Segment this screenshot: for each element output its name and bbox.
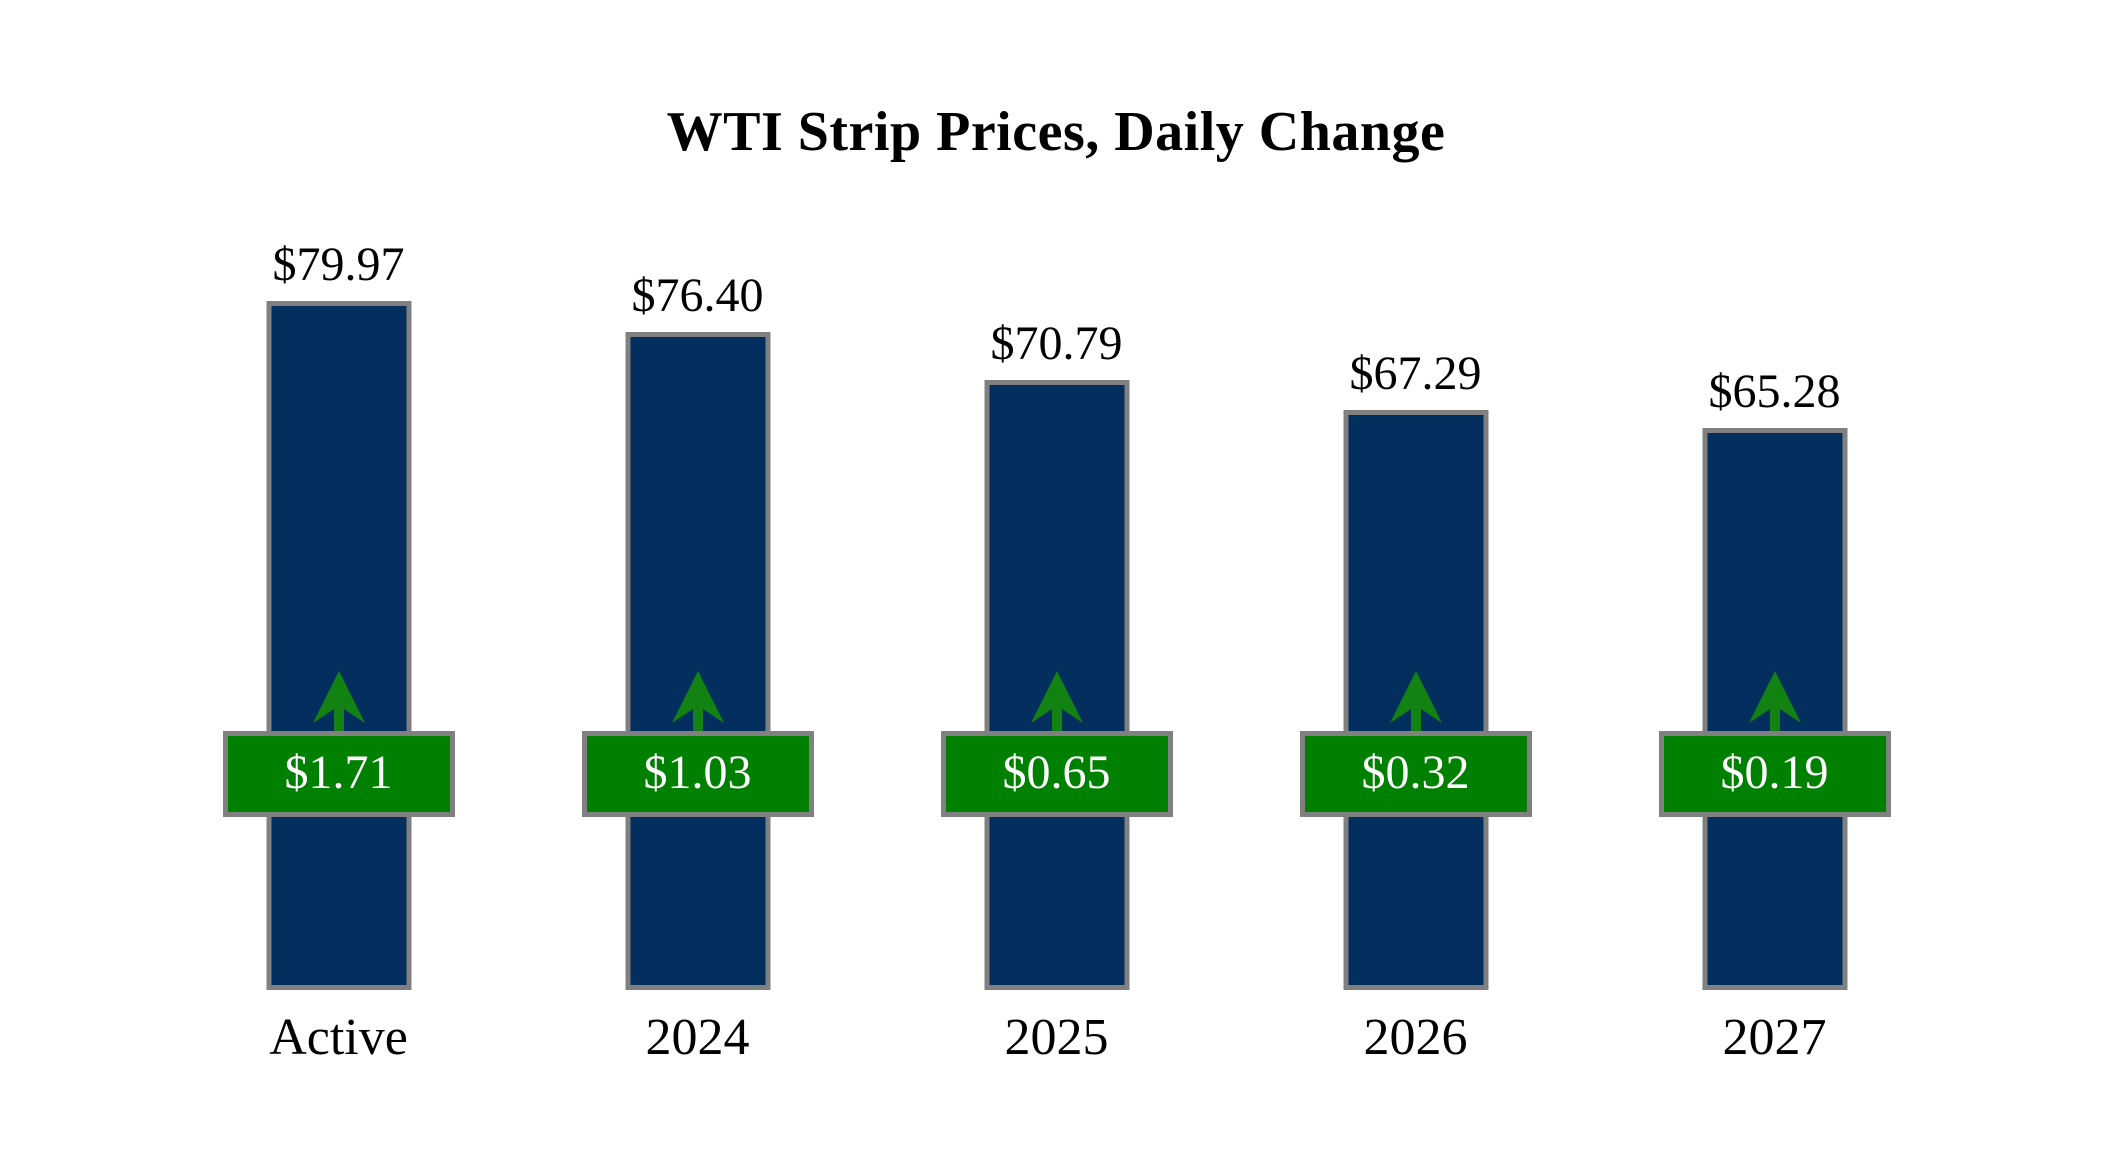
daily-change-badge: $1.03	[581, 731, 814, 817]
price-label: $65.28	[1708, 365, 1841, 418]
price-label: $67.29	[1349, 347, 1482, 400]
bar	[625, 332, 770, 990]
bar	[266, 301, 411, 990]
chart-column-2025: $70.79 $0.65 2025	[877, 0, 1236, 1152]
up-arrow-icon	[1028, 671, 1086, 733]
chart-column-active: $79.97 $1.71 Active	[159, 0, 518, 1152]
price-label: $79.97	[272, 238, 405, 291]
up-arrow-icon	[669, 671, 727, 733]
up-arrow-icon	[1746, 671, 1804, 733]
chart-column-2024: $76.40 $1.03 2024	[518, 0, 877, 1152]
daily-change-badge: $1.71	[222, 731, 455, 817]
category-label: Active	[269, 1009, 408, 1066]
up-arrow-icon	[1387, 671, 1445, 733]
daily-change-badge: $0.19	[1658, 731, 1891, 817]
daily-change-badge: $0.65	[940, 731, 1173, 817]
category-label: 2025	[1004, 1009, 1109, 1066]
plot-area: $79.97 $1.71 Active $76.40 $1.03 2024 $70.79 $0…	[159, 0, 1954, 1152]
price-label: $76.40	[631, 269, 764, 322]
category-label: 2024	[645, 1009, 750, 1066]
chart-title: WTI Strip Prices, Daily Change	[666, 101, 1446, 163]
category-label: 2026	[1363, 1009, 1468, 1066]
chart-column-2027: $65.28 $0.19 2027	[1595, 0, 1954, 1152]
daily-change-badge: $0.32	[1299, 731, 1532, 817]
price-label: $70.79	[990, 317, 1123, 370]
up-arrow-icon	[310, 671, 368, 733]
chart-column-2026: $67.29 $0.32 2026	[1236, 0, 1595, 1152]
category-label: 2027	[1722, 1009, 1827, 1066]
